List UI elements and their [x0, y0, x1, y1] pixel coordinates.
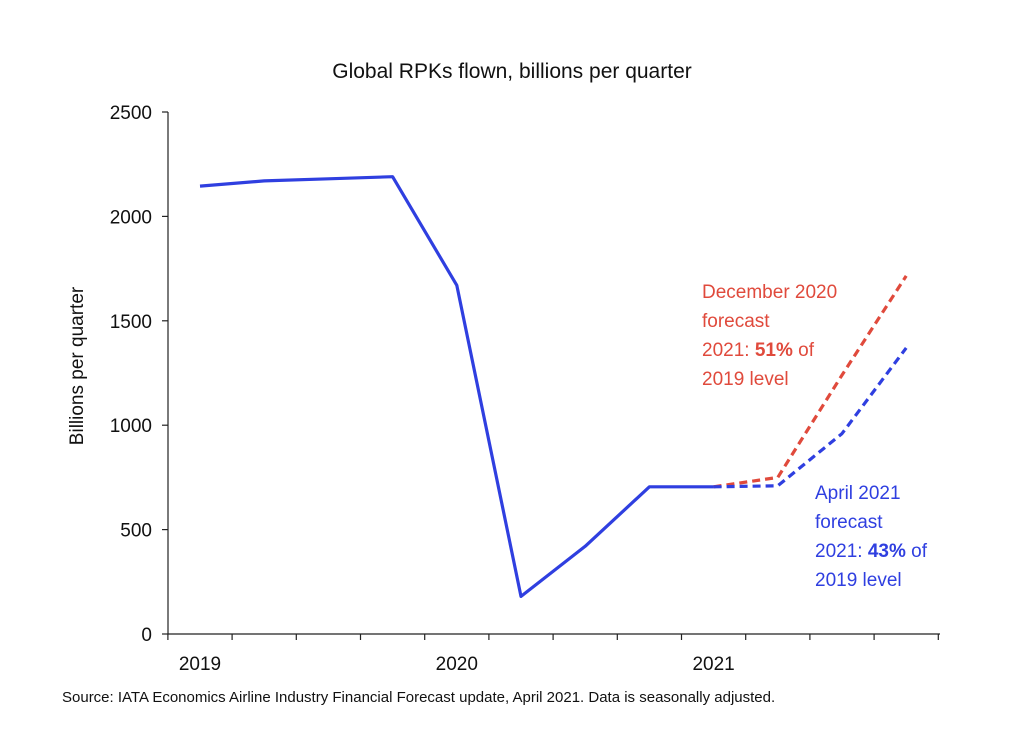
y-tick-label: 1500 — [110, 312, 152, 333]
x-year-label: 2021 — [692, 654, 734, 675]
x-ticks: 2019 2020 2021 — [167, 634, 939, 675]
y-tick-label: 500 — [120, 521, 152, 542]
y-tick-label: 0 — [141, 625, 152, 646]
annotation-apr-2021: April 2021 forecast 2021: 43% of 2019 le… — [815, 483, 928, 591]
annotation-dec-line3-pre: 2021: — [702, 340, 755, 361]
annotation-dec-line1: December 2020 — [702, 282, 837, 303]
x-year-label: 2020 — [436, 654, 478, 675]
annotation-apr-line3-post: of — [906, 541, 928, 562]
annotation-apr-line3-pre: 2021: — [815, 541, 868, 562]
y-tick-label: 2000 — [110, 207, 152, 228]
y-axis-title: Billions per quarter — [67, 286, 88, 445]
series-line-apr2021 — [713, 346, 908, 489]
y-tick-label: 1000 — [110, 416, 152, 437]
annotation-apr-percent: 43% — [868, 541, 906, 562]
chart-title: Global RPKs flown, billions per quarter — [332, 60, 692, 83]
annotation-dec-line3-post: of — [793, 340, 815, 361]
source-note: Source: IATA Economics Airline Industry … — [62, 689, 776, 706]
annotation-dec-line2: forecast — [702, 311, 770, 332]
annotation-apr-line3: 2021: 43% of — [815, 541, 928, 562]
series-line-dec2020 — [713, 275, 908, 489]
annotation-dec-line3: 2021: 51% of — [702, 340, 815, 361]
series-layer — [199, 175, 908, 599]
annotation-dec-percent: 51% — [755, 340, 793, 361]
x-year-label: 2019 — [179, 654, 221, 675]
y-tick-label: 2500 — [110, 103, 152, 124]
annotation-apr-line2: forecast — [815, 512, 883, 533]
annotation-dec-2020: December 2020 forecast 2021: 51% of 2019… — [702, 282, 837, 390]
y-ticks: 0 500 1000 1500 2000 2500 — [110, 103, 168, 646]
annotation-dec-line4: 2019 level — [702, 369, 789, 390]
series-line-actual — [199, 175, 714, 599]
annotation-apr-line1: April 2021 — [815, 483, 901, 504]
annotation-apr-line4: 2019 level — [815, 570, 902, 591]
